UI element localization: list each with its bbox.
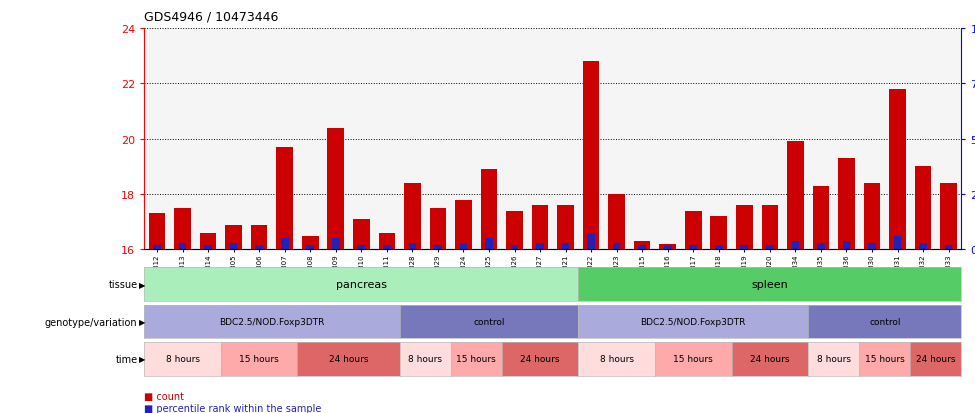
Bar [868, 243, 876, 250]
Bar [404, 183, 420, 250]
Bar [864, 183, 880, 250]
Bar [200, 233, 216, 250]
Bar [409, 243, 416, 250]
Bar [715, 245, 722, 250]
Bar [332, 239, 339, 250]
Bar [383, 245, 391, 250]
Bar [817, 243, 825, 250]
Bar [766, 245, 774, 250]
Bar [562, 243, 569, 250]
Bar [558, 206, 574, 250]
Bar [838, 159, 855, 250]
Bar [506, 211, 523, 250]
Bar [940, 183, 956, 250]
Text: 8 hours: 8 hours [600, 354, 634, 363]
Bar [761, 206, 778, 250]
Bar [659, 244, 676, 250]
Bar [740, 245, 748, 250]
Bar [511, 245, 519, 250]
Text: genotype/variation: genotype/variation [45, 317, 137, 327]
Bar [358, 245, 366, 250]
Bar [255, 245, 263, 250]
Text: 15 hours: 15 hours [239, 354, 279, 363]
Bar [613, 243, 620, 250]
Bar [481, 170, 497, 250]
Bar [608, 195, 625, 250]
Bar [536, 243, 544, 250]
Bar [486, 239, 492, 250]
Text: 15 hours: 15 hours [456, 354, 496, 363]
Bar [230, 243, 238, 250]
Bar [915, 167, 931, 250]
Bar [306, 245, 314, 250]
Bar [251, 225, 267, 250]
Bar [277, 148, 293, 250]
Bar [664, 245, 672, 250]
Bar [328, 128, 344, 250]
Text: 15 hours: 15 hours [674, 354, 713, 363]
Text: ▶: ▶ [139, 280, 146, 289]
Bar [689, 245, 697, 250]
Bar [894, 237, 901, 250]
Bar [205, 245, 212, 250]
Text: 24 hours: 24 hours [521, 354, 560, 363]
Bar [459, 243, 467, 250]
Bar [792, 241, 800, 250]
Bar [281, 239, 289, 250]
Bar [302, 236, 319, 250]
Bar [889, 90, 906, 250]
Bar [812, 186, 829, 250]
Bar [842, 241, 850, 250]
Text: ■ percentile rank within the sample: ■ percentile rank within the sample [144, 403, 322, 413]
Text: BDC2.5/NOD.Foxp3DTR: BDC2.5/NOD.Foxp3DTR [641, 317, 746, 326]
Bar [430, 209, 447, 250]
Bar [787, 142, 803, 250]
Bar [455, 200, 472, 250]
Text: GDS4946 / 10473446: GDS4946 / 10473446 [144, 10, 279, 23]
Bar [685, 211, 702, 250]
Text: 24 hours: 24 hours [750, 354, 790, 363]
Text: ■ count: ■ count [144, 391, 184, 401]
Text: 15 hours: 15 hours [865, 354, 905, 363]
Text: 8 hours: 8 hours [166, 354, 200, 363]
Bar [639, 245, 646, 250]
Bar [919, 243, 927, 250]
Bar [945, 245, 953, 250]
Text: control: control [869, 317, 901, 326]
Text: 24 hours: 24 hours [329, 354, 369, 363]
Text: tissue: tissue [108, 280, 137, 290]
Text: BDC2.5/NOD.Foxp3DTR: BDC2.5/NOD.Foxp3DTR [219, 317, 325, 326]
Bar [583, 62, 600, 250]
Bar [587, 235, 595, 250]
Bar [178, 243, 186, 250]
Text: spleen: spleen [752, 280, 788, 290]
Bar [634, 242, 650, 250]
Text: 24 hours: 24 hours [916, 354, 956, 363]
Text: pancreas: pancreas [335, 280, 387, 290]
Bar [434, 245, 442, 250]
Bar [353, 219, 370, 250]
Bar [225, 225, 242, 250]
Text: ▶: ▶ [139, 317, 146, 326]
Text: ▶: ▶ [139, 354, 146, 363]
Text: time: time [115, 354, 137, 364]
Bar [175, 209, 191, 250]
Text: control: control [473, 317, 505, 326]
Bar [711, 217, 727, 250]
Bar [531, 206, 548, 250]
Bar [153, 245, 161, 250]
Text: 8 hours: 8 hours [817, 354, 850, 363]
Bar [736, 206, 753, 250]
Bar [149, 214, 166, 250]
Bar [378, 233, 395, 250]
Text: 8 hours: 8 hours [409, 354, 442, 363]
